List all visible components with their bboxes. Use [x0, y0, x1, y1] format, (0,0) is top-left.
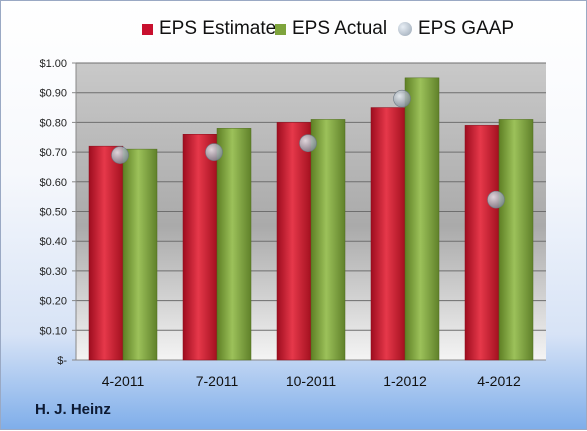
legend-swatch-eps-actual — [275, 23, 286, 35]
y-tick-label: $0.40 — [39, 236, 67, 248]
marker-eps-gaap — [487, 190, 505, 209]
y-tick-label: $- — [57, 355, 67, 367]
marker-eps-gaap — [111, 146, 129, 164]
y-tick-label: $0.50 — [39, 207, 67, 219]
plot-area: $- $0.10 $0.20 $0.30 $0.40 $0.50 $0.60 $0.70 $0.… — [39, 58, 546, 389]
legend-swatch-eps-estimate — [142, 23, 153, 35]
bar-eps-estimate — [370, 107, 406, 361]
y-tick-label: $0.90 — [39, 88, 67, 100]
bar-eps-estimate — [182, 134, 218, 361]
bar-eps-estimate — [464, 125, 500, 361]
legend: EPS Estimate EPS Actual EPS GAAP — [1, 18, 587, 42]
bar-eps-actual — [310, 119, 346, 361]
x-tick-label: 10-2011 — [286, 373, 337, 389]
y-tick-label: $0.10 — [39, 325, 67, 337]
y-tick-label: $0.30 — [39, 266, 67, 278]
bar-eps-estimate — [88, 145, 124, 361]
legend-label-eps-actual: EPS Actual — [292, 18, 388, 39]
y-tick-label: $0.60 — [39, 177, 67, 189]
bar-eps-actual — [404, 77, 440, 361]
y-tick-label: $0.70 — [39, 147, 67, 159]
marker-eps-gaap — [205, 143, 223, 161]
y-tick-label: $1.00 — [39, 58, 67, 70]
y-tick-label: $0.20 — [39, 296, 67, 308]
x-tick-label: 4-2012 — [477, 373, 521, 389]
bar-eps-actual — [122, 148, 158, 361]
x-tick-label: 7-2011 — [196, 373, 239, 389]
x-tick-label: 4-2011 — [102, 373, 145, 389]
bar-eps-actual — [498, 119, 534, 361]
bar-eps-estimate — [276, 122, 312, 361]
x-tick-label: 1-2012 — [383, 373, 427, 389]
marker-eps-gaap — [393, 89, 411, 108]
legend-item-eps-actual: EPS Actual — [275, 18, 387, 40]
legend-item-eps-estimate: EPS Estimate — [142, 18, 276, 40]
marker-eps-gaap — [299, 134, 317, 152]
legend-label-eps-estimate: EPS Estimate — [159, 18, 277, 39]
y-tick-label: $0.80 — [39, 117, 67, 129]
legend-item-eps-gaap: EPS GAAP — [398, 18, 514, 40]
company-name: H. J. Heinz — [35, 401, 111, 418]
bar-eps-actual — [216, 128, 252, 361]
legend-label-eps-gaap: EPS GAAP — [418, 18, 515, 39]
legend-swatch-eps-gaap — [398, 22, 412, 36]
